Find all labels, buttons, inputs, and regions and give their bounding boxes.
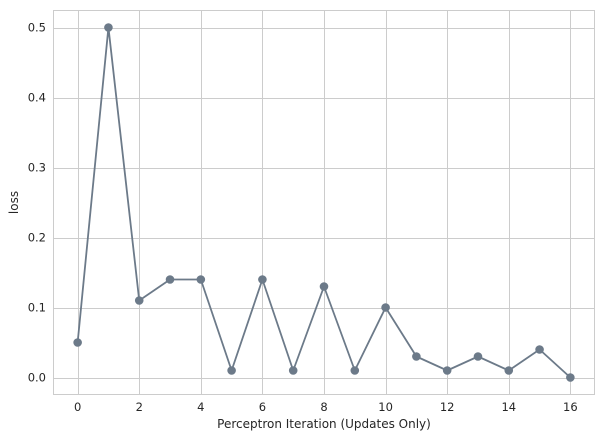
x-axis-label: Perceptron Iteration (Updates Only) bbox=[217, 417, 431, 431]
y-tick-label: 0.5 bbox=[28, 21, 46, 35]
data-point bbox=[473, 352, 483, 361]
x-tick-label: 6 bbox=[259, 400, 266, 414]
data-point bbox=[196, 275, 206, 284]
y-tick-label: 0.4 bbox=[28, 91, 46, 105]
plot-border bbox=[53, 10, 595, 395]
y-tick-label: 0.2 bbox=[28, 231, 46, 245]
y-grid bbox=[53, 28, 595, 379]
x-tick-label: 2 bbox=[136, 400, 143, 414]
x-grid bbox=[78, 10, 571, 395]
x-tick-label: 0 bbox=[74, 400, 81, 414]
data-point bbox=[227, 366, 236, 375]
data-point bbox=[288, 366, 298, 375]
data-point bbox=[134, 296, 144, 305]
y-tick-labels: 0.0 0.1 0.2 0.3 0.4 0.5 bbox=[28, 21, 46, 385]
data-point bbox=[350, 366, 360, 375]
y-axis-label: loss bbox=[7, 191, 21, 214]
data-point bbox=[442, 366, 452, 375]
data-point bbox=[381, 303, 390, 312]
y-tick-label: 0.3 bbox=[28, 161, 46, 175]
y-tick-label: 0.0 bbox=[28, 371, 46, 385]
x-tick-label: 12 bbox=[440, 400, 455, 414]
x-tick-labels: 0 2 4 6 8 10 12 14 16 bbox=[74, 400, 578, 414]
x-tick-label: 8 bbox=[320, 400, 327, 414]
data-point bbox=[104, 23, 113, 32]
data-point bbox=[258, 275, 267, 284]
x-tick-label: 10 bbox=[378, 400, 393, 414]
y-tick-label: 0.1 bbox=[28, 301, 46, 315]
data-point bbox=[566, 373, 575, 382]
x-tick-label: 14 bbox=[501, 400, 516, 414]
data-point bbox=[73, 338, 82, 347]
data-point bbox=[319, 282, 329, 291]
data-point bbox=[412, 352, 421, 361]
series-group bbox=[73, 23, 575, 382]
x-tick-label: 16 bbox=[563, 400, 578, 414]
x-tick-label: 4 bbox=[197, 400, 204, 414]
data-point bbox=[504, 366, 514, 375]
data-point bbox=[535, 345, 544, 354]
data-point bbox=[165, 275, 175, 284]
